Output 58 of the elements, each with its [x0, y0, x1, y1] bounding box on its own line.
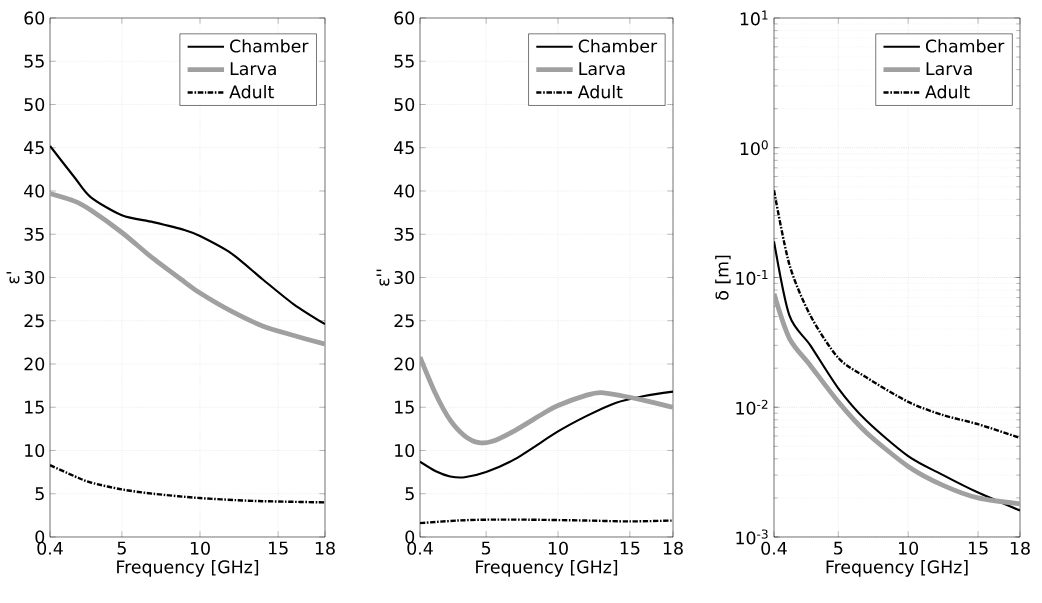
x-axis-title: Frequency [GHz]	[476, 559, 618, 577]
y-tick-label: 10$^{-2}$	[736, 399, 768, 415]
legend-label: Larva	[926, 62, 972, 76]
y-tick-label: 20	[24, 357, 45, 371]
y-tick-label: 45	[24, 141, 44, 155]
x-tick-label: 5	[117, 541, 126, 555]
x-tick-label: 18	[663, 541, 683, 555]
legend-label: Chamber	[578, 39, 658, 53]
x-tick-label: 10	[548, 541, 568, 555]
y-tick-label: 15	[25, 400, 44, 414]
y-tick-label: 20	[394, 357, 415, 371]
y-tick-label: 5	[405, 487, 414, 501]
y-tick-label: 35	[24, 227, 44, 241]
y-axis-title: ε'	[6, 272, 20, 284]
legend-label: Chamber	[925, 39, 1005, 53]
y-tick-label: 25	[394, 314, 414, 328]
y-axis-title: ε''	[376, 269, 390, 286]
y-axis-title: δ [m]	[715, 255, 731, 300]
y-tick-label: 60	[24, 11, 45, 25]
x-tick-label: 10	[899, 541, 919, 555]
y-tick-label: 35	[394, 227, 414, 241]
y-tick-label: 40	[394, 184, 415, 198]
y-tick-label: 55	[394, 54, 414, 68]
y-tick-label: 5	[35, 487, 44, 501]
y-tick-label: 10$^{0}$	[740, 140, 768, 156]
y-tick-label: 50	[394, 97, 415, 112]
legend-label: Larva	[230, 62, 276, 76]
y-tick-label: 10$^{1}$	[740, 10, 768, 26]
y-tick-label: 30	[394, 270, 415, 285]
x-tick-label: 5	[834, 541, 843, 555]
line-series	[774, 291, 1020, 507]
y-tick-label: 10	[25, 443, 45, 458]
x-tick-label: 15	[968, 541, 988, 555]
x-tick-label: 15	[269, 541, 288, 555]
y-tick-label: 10$^{-1}$	[736, 270, 768, 285]
y-tick-label: 30	[24, 270, 45, 285]
x-tick-label: 5	[481, 541, 491, 555]
legend-label: Adult	[925, 84, 970, 99]
legend-label: Chamber	[230, 39, 309, 53]
y-tick-label: 45	[394, 141, 414, 155]
x-tick-label: 18	[1010, 541, 1030, 555]
x-axis-title: Frequency [GHz]	[826, 559, 968, 577]
y-tick-label: 40	[24, 184, 45, 198]
y-tick-label: 60	[394, 11, 415, 25]
line-series	[50, 191, 326, 347]
y-tick-label: 55	[24, 54, 44, 68]
line-series	[420, 354, 674, 446]
x-axis-title: Frequency [GHz]	[117, 559, 259, 577]
y-tick-label: 10	[395, 443, 415, 458]
legend-label: Adult	[577, 84, 623, 99]
x-tick-label: 18	[315, 541, 335, 555]
legend-label: Larva	[579, 62, 625, 76]
y-tick-label: 25	[24, 314, 44, 328]
legend-label: Adult	[229, 84, 274, 99]
x-tick-label: 10	[190, 541, 210, 555]
y-tick-label: 15	[395, 400, 414, 414]
x-tick-label: 15	[620, 541, 640, 555]
y-tick-label: 50	[24, 97, 45, 112]
